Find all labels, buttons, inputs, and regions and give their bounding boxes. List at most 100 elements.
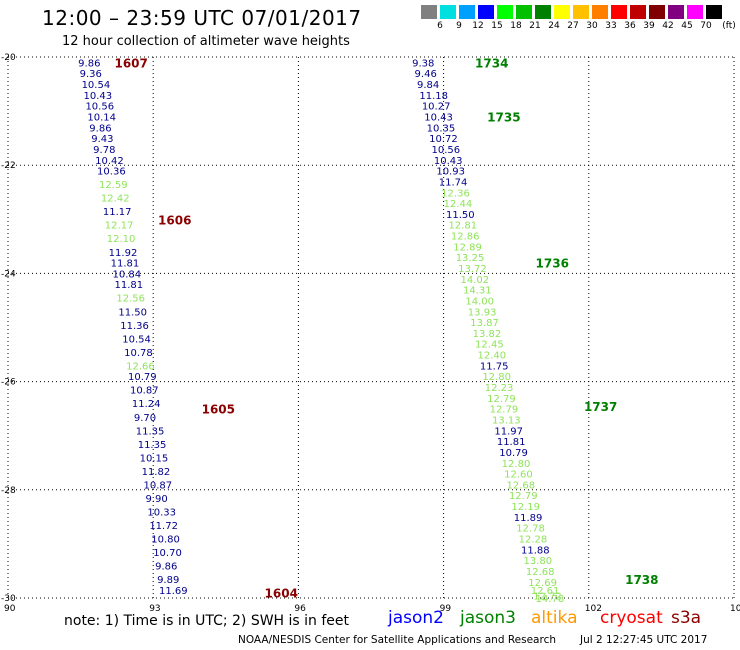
footer-note: note: 1) Time is in UTC; 2) SWH is in fe… xyxy=(64,613,350,629)
wave-height-value: 10.15 xyxy=(140,453,169,464)
credit-line: NOAA/NESDIS Center for Satellite Applica… xyxy=(238,634,556,646)
wave-height-value: 12.80 xyxy=(482,372,511,383)
wave-height-value: 9.70 xyxy=(134,413,156,424)
wave-height-value: 10.36 xyxy=(97,167,126,178)
pass-number-label: 1605 xyxy=(202,403,235,417)
wave-height-value: 12.42 xyxy=(101,194,130,205)
pass-number-label: 1606 xyxy=(158,213,191,227)
lat-label: -20 xyxy=(1,53,16,63)
wave-height-value: 9.43 xyxy=(91,134,113,145)
pass-number-label: 1734 xyxy=(475,56,508,70)
wave-height-value: 12.79 xyxy=(487,394,516,405)
wave-height-value: 10.87 xyxy=(130,386,159,397)
scale-label: 21 xyxy=(529,21,541,31)
wave-height-value: 12.68 xyxy=(526,567,555,578)
wave-height-value: 10.56 xyxy=(432,145,461,156)
wave-height-value: 10.14 xyxy=(87,113,116,124)
scale-label: 33 xyxy=(605,21,617,31)
wave-height-value: 12.89 xyxy=(453,242,482,253)
wave-height-value: 9.86 xyxy=(155,562,177,573)
lon-label: 96 xyxy=(294,604,306,614)
wave-height-value: 10.42 xyxy=(95,156,124,167)
scale-label: 39 xyxy=(643,21,655,31)
scale-swatch xyxy=(535,5,551,19)
wave-height-value: 11.97 xyxy=(494,426,523,437)
scale-label: 36 xyxy=(624,21,636,31)
wave-height-value: 10.72 xyxy=(429,134,458,145)
scale-swatch xyxy=(706,5,722,19)
scale-label: 27 xyxy=(567,21,579,31)
scale-label: 18 xyxy=(510,21,522,31)
scale-swatch xyxy=(440,5,456,19)
lat-label: -28 xyxy=(1,486,16,496)
wave-height-value: 9.36 xyxy=(80,69,102,80)
wave-height-value: 11.81 xyxy=(497,437,526,448)
wave-height-value: 12.17 xyxy=(105,221,134,232)
wave-height-value: 10.93 xyxy=(436,167,465,178)
wave-height-value: 14.31 xyxy=(463,286,492,297)
scale-swatch xyxy=(668,5,684,19)
wave-height-value: 9.84 xyxy=(417,80,439,91)
wave-height-value: 12.45 xyxy=(475,340,504,351)
wave-height-value: 13.13 xyxy=(492,415,521,426)
scale-swatch xyxy=(630,5,646,19)
scale-swatch xyxy=(421,5,437,19)
lon-label: 105 xyxy=(730,604,740,614)
wave-height-value: 14.02 xyxy=(461,275,490,286)
wave-height-value: 13.72 xyxy=(458,264,487,275)
wave-height-value: 12.28 xyxy=(519,534,548,545)
wave-height-value: 12.59 xyxy=(99,180,128,191)
scale-unit: (ft) xyxy=(722,21,736,31)
wave-height-value: 12.60 xyxy=(504,470,533,481)
wave-height-value: 10.80 xyxy=(151,534,180,545)
wave-height-value: 9.86 xyxy=(78,58,100,69)
wave-height-value: 10.43 xyxy=(424,113,453,124)
wave-height-value: 11.24 xyxy=(132,399,161,410)
wave-height-value: 12.79 xyxy=(490,405,519,416)
wave-height-value: 13.93 xyxy=(468,307,497,318)
wave-height-value: 11.69 xyxy=(159,586,188,597)
wave-height-value: 14.00 xyxy=(465,296,494,307)
lon-label: 90 xyxy=(4,604,16,614)
wave-height-value: 10.87 xyxy=(144,480,173,491)
pass-number-label: 1604 xyxy=(265,587,298,601)
wave-height-value: 13.82 xyxy=(473,329,502,340)
satellite-legend-s3a: s3a xyxy=(671,608,702,628)
wave-height-value: 11.74 xyxy=(439,177,468,188)
scale-label: 9 xyxy=(456,21,462,31)
lon-label: 102 xyxy=(585,604,602,614)
pass-number-label: 1736 xyxy=(536,257,569,271)
satellite-legend-jason2: jason2 xyxy=(388,608,444,628)
pass-number-label: 1607 xyxy=(114,56,147,70)
wave-height-value: 12.81 xyxy=(448,221,477,232)
wave-height-value: 10.43 xyxy=(434,156,463,167)
scale-swatch xyxy=(611,5,627,19)
wave-height-value: 11.50 xyxy=(446,210,475,221)
wave-height-value: 11.81 xyxy=(111,259,140,270)
wave-height-value: 9.46 xyxy=(415,69,437,80)
wave-height-value: 11.82 xyxy=(142,467,171,478)
wave-height-value: 10.27 xyxy=(422,102,451,113)
wave-height-value: 9.90 xyxy=(145,494,167,505)
scale-swatch xyxy=(516,5,532,19)
lon-label: 99 xyxy=(440,604,452,614)
wave-height-value: 9.78 xyxy=(93,145,115,156)
pass-number-label: 1738 xyxy=(625,573,658,587)
wave-height-value: 11.18 xyxy=(419,91,448,102)
wave-height-value: 10.70 xyxy=(153,548,182,559)
satellite-legend-altika: altika xyxy=(531,608,578,628)
wave-height-value: 12.86 xyxy=(451,232,480,243)
satellite-legend-jason3: jason3 xyxy=(460,608,516,628)
wave-height-value: 10.35 xyxy=(427,123,456,134)
wave-height-value: 9.38 xyxy=(412,58,434,69)
scale-swatch xyxy=(554,5,570,19)
wave-height-value: 10.79 xyxy=(128,372,157,383)
wave-height-value: 12.44 xyxy=(444,199,473,210)
wave-height-value: 12.19 xyxy=(511,502,540,513)
wave-height-value: 10.33 xyxy=(147,507,176,518)
wave-height-value: 12.79 xyxy=(509,491,538,502)
wave-height-value: 10.56 xyxy=(85,102,114,113)
wave-height-value: 13.87 xyxy=(470,318,499,329)
scale-label: 70 xyxy=(700,21,712,31)
